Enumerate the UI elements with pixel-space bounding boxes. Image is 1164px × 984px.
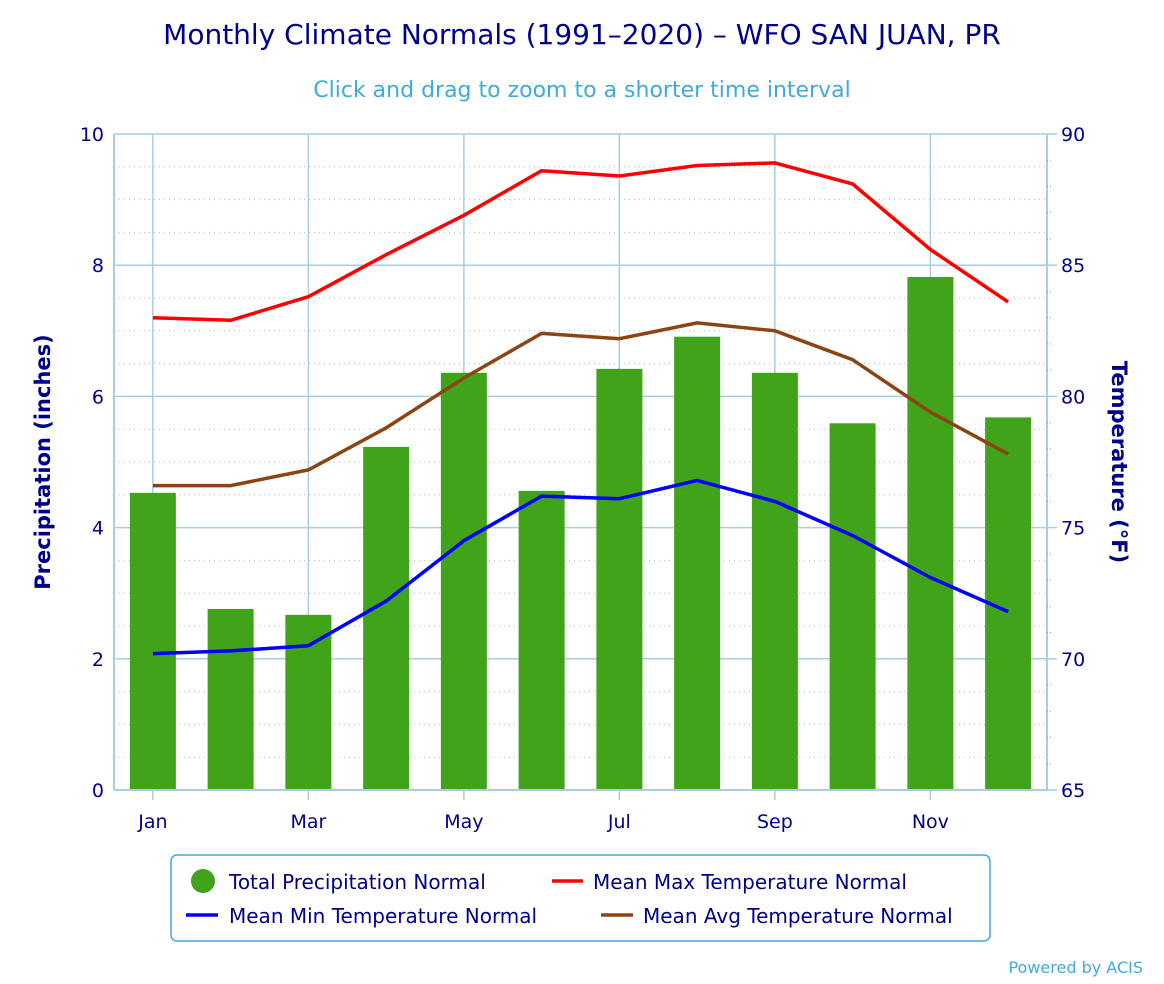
x-tick-label: Jul	[607, 811, 631, 833]
legend: Total Precipitation Normal Mean Max Temp…	[170, 854, 991, 942]
legend-label: Mean Min Temperature Normal	[229, 904, 537, 928]
precip-bar[interactable]	[440, 372, 487, 790]
grid-lines	[114, 133, 1047, 791]
precip-bar[interactable]	[907, 277, 954, 790]
y-right-tick-label: 75	[1061, 518, 1085, 540]
x-tick-label: Nov	[912, 811, 949, 833]
temperature-lines	[152, 161, 1010, 656]
chart-subtitle: Click and drag to zoom to a shorter time…	[313, 78, 850, 103]
legend-label: Mean Avg Temperature Normal	[643, 904, 953, 928]
y-right-tick-label: 80	[1061, 386, 1085, 408]
y-left-tick-label: 10	[80, 124, 104, 146]
temperature-line[interactable]	[152, 478, 1009, 656]
precip-bar[interactable]	[518, 490, 565, 790]
legend-label: Total Precipitation Normal	[228, 870, 486, 894]
legend-item-precipitation[interactable]: Total Precipitation Normal	[191, 869, 486, 894]
y-left-tick-label: 6	[92, 386, 104, 408]
axes: 0 2 4 6 8 10 65 70 75 80 85 90 Jan Mar May Jul Sep Nov	[80, 124, 1085, 833]
legend-item-avg-temp[interactable]: Mean Avg Temperature Normal	[601, 904, 953, 928]
y-left-tick-label: 2	[92, 649, 104, 671]
chart-title: Monthly Climate Normals (1991–2020) – WF…	[163, 18, 1001, 51]
precipitation-bars	[129, 277, 1032, 790]
y-axis-right-title: Temperature (°F)	[1107, 361, 1131, 563]
y-right-tick-label: 65	[1061, 780, 1085, 802]
legend-box	[170, 854, 991, 942]
legend-marker-circle	[191, 869, 215, 893]
precip-bar[interactable]	[285, 614, 332, 790]
legend-label: Mean Max Temperature Normal	[593, 870, 907, 894]
precip-bar[interactable]	[829, 423, 876, 790]
y-axis-left-title: Precipitation (inches)	[31, 334, 55, 590]
temperature-line[interactable]	[152, 161, 1010, 323]
y-left-tick-label: 0	[92, 780, 104, 802]
credit-link[interactable]: Powered by ACIS	[1008, 958, 1143, 977]
y-right-tick-label: 85	[1061, 255, 1085, 277]
y-right-tick-label: 70	[1061, 649, 1085, 671]
precip-bar[interactable]	[207, 608, 254, 790]
legend-item-max-temp[interactable]: Mean Max Temperature Normal	[552, 870, 907, 894]
y-left-tick-label: 4	[92, 518, 104, 540]
x-tick-label: Jan	[137, 811, 167, 833]
x-tick-label: May	[444, 811, 483, 833]
precip-bar[interactable]	[363, 446, 410, 790]
precip-bar[interactable]	[674, 336, 721, 790]
y-right-tick-label: 90	[1061, 124, 1085, 146]
x-tick-label: Sep	[757, 811, 793, 833]
legend-item-min-temp[interactable]: Mean Min Temperature Normal	[186, 904, 537, 928]
precip-bar[interactable]	[129, 492, 176, 790]
precip-bar[interactable]	[751, 372, 798, 790]
temperature-line[interactable]	[152, 321, 1009, 488]
y-left-tick-label: 8	[92, 255, 104, 277]
precip-bar[interactable]	[596, 368, 643, 790]
x-tick-label: Mar	[290, 811, 326, 833]
